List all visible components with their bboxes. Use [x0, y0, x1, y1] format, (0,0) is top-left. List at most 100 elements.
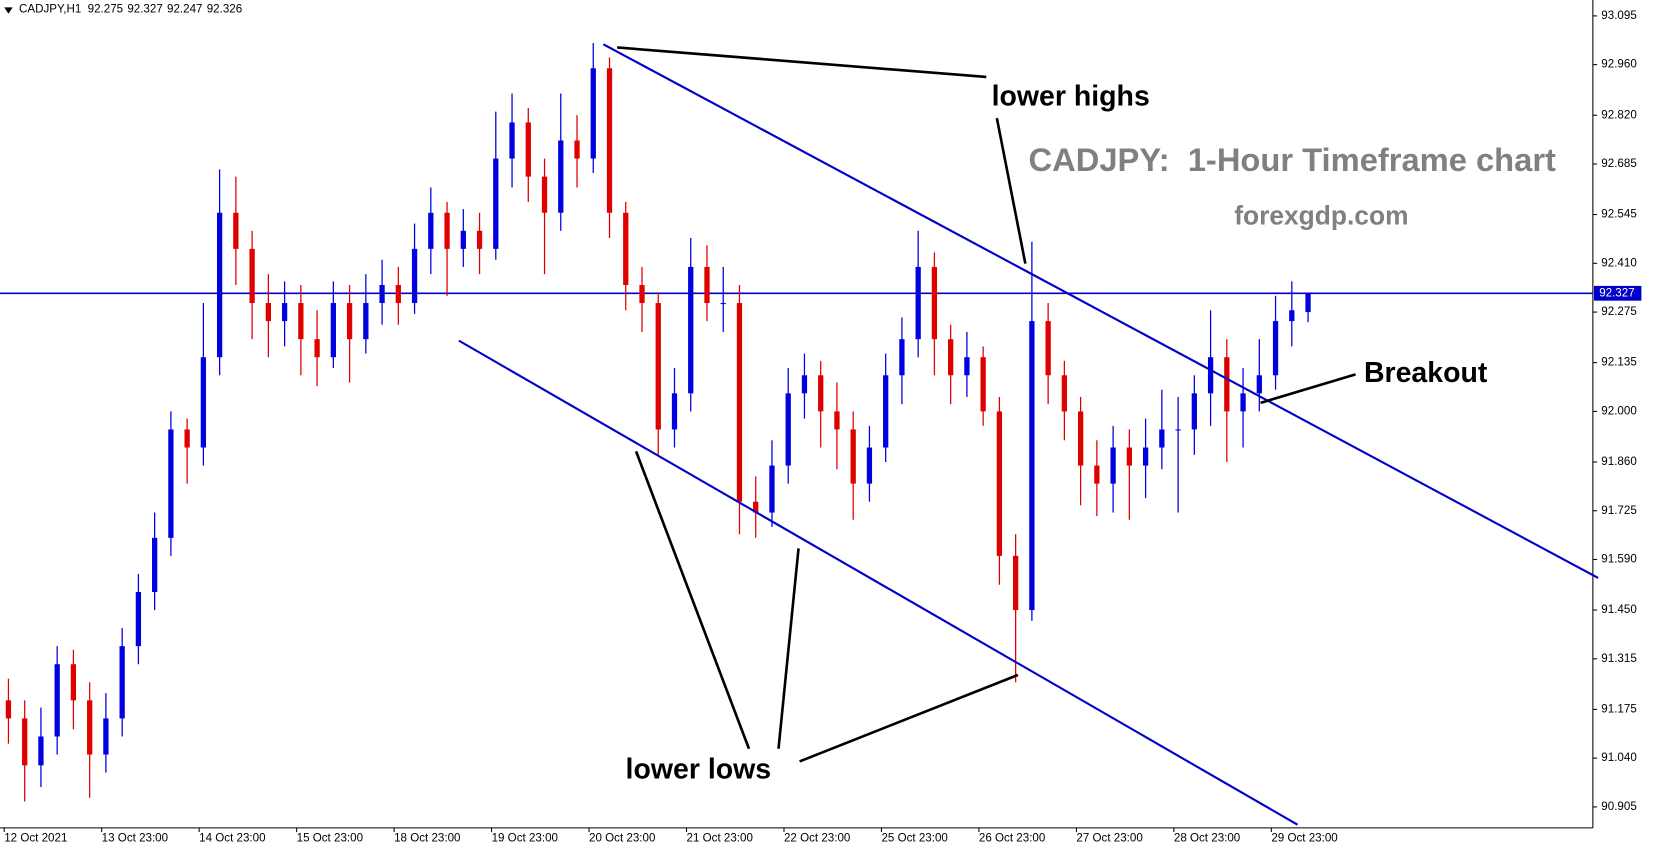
chart-title: CADJPY: 1-Hour Timeframe chart [1029, 141, 1557, 178]
candle-body [509, 122, 515, 159]
current-price-box [1593, 285, 1642, 301]
candle-body [428, 212, 434, 249]
candle-body [753, 501, 759, 513]
y-tick-label: 93.095 [1601, 9, 1636, 22]
candle-body [1094, 465, 1100, 484]
x-tick-label: 21 Oct 23:00 [687, 831, 753, 844]
x-tick-label: 20 Oct 23:00 [589, 831, 655, 844]
x-tick-label: 25 Oct 23:00 [881, 831, 947, 844]
candle-body [866, 447, 873, 484]
y-tick-label: 91.175 [1601, 702, 1636, 715]
candle-body [1272, 321, 1279, 376]
candle-body [606, 68, 613, 213]
header: CADJPY,H1 92.275 92.327 92.247 92.326 [19, 3, 242, 16]
y-tick-label: 92.820 [1601, 108, 1636, 121]
header-close: 92.326 [207, 3, 242, 16]
annotation: lower highs [992, 80, 1150, 112]
candle-body [22, 718, 28, 766]
plot [0, 42, 1593, 802]
candle-body [769, 465, 775, 513]
candle-body [688, 266, 694, 394]
trend-lines [458, 43, 1599, 826]
candle-body [216, 212, 223, 358]
candle-body [785, 393, 791, 466]
candle-body [346, 303, 353, 340]
candle-body [200, 357, 207, 448]
x-tick-label: 13 Oct 23:00 [102, 831, 168, 844]
y-tick-label: 91.315 [1601, 652, 1636, 665]
candle-body [1029, 321, 1035, 611]
candle-body [899, 339, 905, 376]
candle-body [525, 122, 531, 177]
y-tick-label: 91.590 [1601, 553, 1636, 566]
candle-body [1305, 293, 1311, 313]
candle-body [168, 429, 174, 538]
x-tick-label: 12 Oct 2021 [4, 831, 67, 844]
candle-body [1240, 393, 1246, 412]
candle-body [476, 230, 483, 249]
candle-body [1045, 321, 1051, 376]
candle-body [590, 68, 596, 159]
y-tick-label: 91.450 [1601, 603, 1636, 616]
candle-body [541, 176, 548, 213]
y-tick-label: 91.860 [1601, 455, 1636, 468]
candle-body [444, 212, 450, 249]
candle-body [103, 718, 109, 755]
candle-body [1159, 429, 1165, 448]
annotation: lower lows [626, 753, 772, 785]
candle-body [1207, 357, 1214, 394]
candle-body [801, 375, 808, 394]
y-tick-label: 92.685 [1601, 157, 1636, 170]
candle-body [883, 375, 889, 448]
y-tick-label: 92.135 [1601, 356, 1636, 369]
candle-body [996, 411, 1003, 556]
arrow [799, 673, 1019, 763]
candle-body [119, 646, 125, 719]
candle-body [281, 303, 288, 322]
candle-body [948, 339, 954, 376]
candle-body [850, 429, 856, 484]
candle-body [818, 375, 824, 412]
symbol: CADJPY,H1 [19, 3, 81, 16]
candle-body [265, 303, 271, 322]
y-tick-label: 92.410 [1601, 256, 1636, 269]
y-tick-label: 91.040 [1601, 751, 1636, 764]
candle-body [931, 266, 938, 340]
candle-body [1256, 375, 1262, 394]
candle-body [558, 140, 564, 213]
candle-body [493, 158, 499, 249]
arrow [634, 450, 751, 750]
candle-body [314, 339, 320, 358]
candle-body [834, 411, 840, 430]
arrow [1260, 373, 1356, 405]
candle-body [298, 303, 304, 340]
candle-body [38, 736, 44, 766]
candle-body [1061, 375, 1068, 412]
candle-body [1013, 555, 1019, 611]
candle-body [184, 429, 190, 448]
header-open: 92.275 [88, 3, 123, 16]
candle-body [5, 700, 12, 719]
candle-body [1110, 447, 1116, 484]
header-arrow [4, 7, 13, 14]
candle-body [411, 248, 418, 304]
x-tick-label: 19 Oct 23:00 [492, 831, 558, 844]
lower-channel-line [458, 339, 1299, 826]
upper-channel-line [602, 43, 1599, 579]
x-tick-label: 22 Oct 23:00 [784, 831, 850, 844]
candle-body [330, 303, 336, 358]
candle-body [671, 393, 678, 430]
x-tick-label: 18 Oct 23:00 [394, 831, 460, 844]
candle-body [1142, 447, 1149, 466]
y-tick-label: 90.905 [1601, 800, 1636, 813]
arrow [995, 117, 1027, 264]
candle-body [720, 303, 726, 305]
x-tick-label: 15 Oct 23:00 [297, 831, 363, 844]
header-high: 92.327 [127, 3, 162, 16]
candle-body [1175, 429, 1181, 431]
candle-body [1224, 357, 1230, 412]
candle-body [574, 140, 580, 159]
candle-body [152, 537, 158, 592]
